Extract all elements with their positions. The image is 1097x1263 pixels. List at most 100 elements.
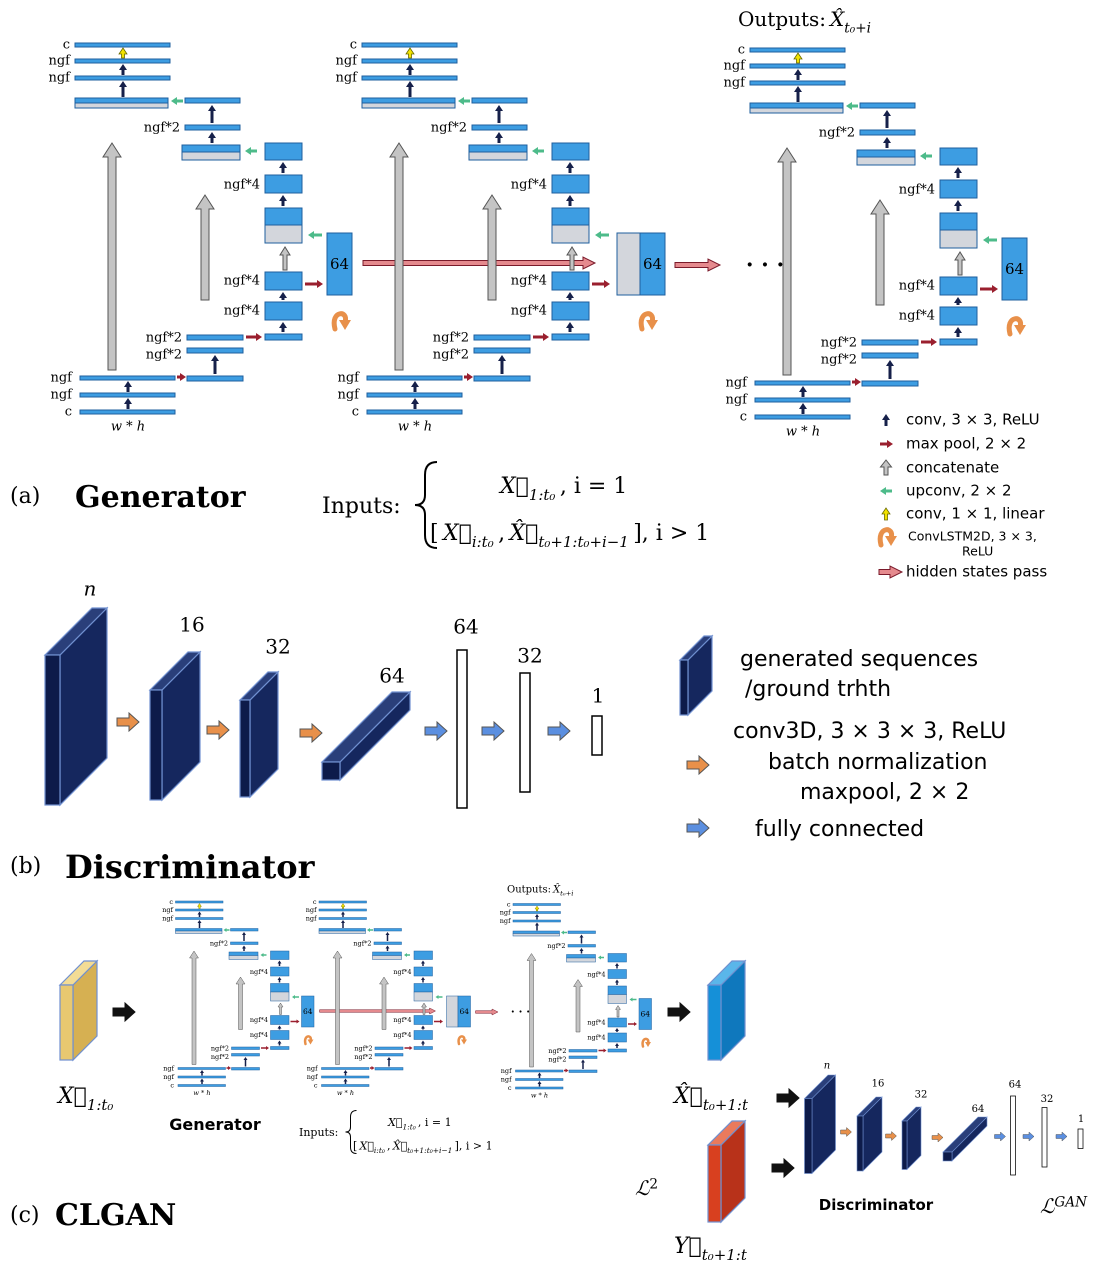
bar	[512, 911, 561, 914]
math-part: ], i > 1	[633, 521, 709, 546]
math-part: [	[430, 521, 439, 546]
conv-arrow	[495, 132, 503, 143]
maxpool-arrow	[598, 1048, 607, 1053]
volume	[320, 690, 412, 782]
front-face	[59, 984, 74, 1061]
volume	[238, 670, 280, 799]
block	[264, 174, 303, 194]
math-part: Outputs:	[507, 885, 551, 896]
front-face	[679, 659, 689, 716]
conv-arrow	[799, 386, 807, 397]
bar	[318, 908, 367, 912]
concat-arrow	[615, 1005, 621, 1018]
block	[184, 124, 241, 131]
convlstm-arrow-head	[1014, 325, 1026, 335]
label: ngf*4	[899, 309, 935, 324]
block	[413, 991, 433, 1002]
bar	[318, 900, 367, 904]
bar	[861, 339, 919, 346]
conv-arrow	[343, 1070, 348, 1076]
maxpool-arrow	[370, 1066, 375, 1070]
panel-title: Discriminator	[65, 848, 316, 886]
flow-arrow	[667, 1001, 691, 1023]
block	[228, 951, 259, 956]
conv-arrow	[881, 507, 891, 521]
concat-arrow	[379, 976, 389, 1030]
block	[270, 1046, 290, 1050]
label: ngf*4	[250, 1031, 268, 1039]
label: ngf*2	[211, 1053, 229, 1061]
flow-arrow	[840, 1126, 852, 1138]
block	[373, 941, 402, 945]
panel-label: (b)	[10, 854, 41, 879]
conv-arrow	[343, 1078, 348, 1084]
block	[181, 151, 241, 161]
conv-arrow	[882, 414, 890, 426]
input-case: [X⃗i:t₀, X̂⃗t₀+1:t₀+i−1], i > 1	[353, 1139, 493, 1155]
conv-arrow	[421, 1040, 425, 1046]
label: ngf	[162, 915, 173, 923]
prediction-label: X̂⃗t₀+1:t	[672, 1083, 749, 1114]
block	[264, 271, 303, 291]
math-part: X⃗	[441, 521, 472, 546]
block	[551, 207, 590, 226]
math-part: t₀+1:t	[703, 1096, 749, 1114]
maxpool-arrow	[921, 338, 937, 346]
conv-arrow	[535, 922, 539, 931]
dense-layer	[1041, 1107, 1048, 1168]
block	[607, 953, 627, 963]
flow-arrow	[686, 754, 710, 776]
label: ngf*2	[548, 1056, 566, 1064]
block	[301, 995, 315, 1028]
label: ngf	[50, 371, 73, 386]
block	[1001, 237, 1028, 301]
brace	[414, 461, 438, 549]
bar	[366, 375, 463, 381]
concat-arrow	[389, 142, 409, 371]
upconv-arrow	[532, 147, 544, 155]
label: ngf	[501, 1076, 512, 1084]
bar	[361, 58, 458, 64]
conv-arrow	[615, 963, 619, 969]
block	[228, 955, 259, 960]
label: w * h	[398, 420, 432, 435]
block	[264, 333, 303, 341]
concat-arrow	[879, 459, 893, 476]
flow-arrow	[1055, 1131, 1068, 1142]
bar	[361, 42, 458, 48]
label: ngf*2	[433, 331, 469, 346]
conv-arrow	[535, 914, 539, 920]
label: ngf*4	[224, 274, 260, 289]
flow-arrow	[481, 720, 505, 742]
conv-arrow	[883, 110, 891, 128]
convlstm-arrow-head	[646, 320, 658, 330]
input-case: X⃗1:t₀, i = 1	[498, 474, 627, 504]
label: conv3D, 3 × 3 × 3, ReLU	[733, 719, 1006, 744]
math-part: X⃗	[56, 1084, 87, 1109]
conv-arrow	[566, 292, 574, 300]
math-part: X̂⃗	[672, 1083, 703, 1109]
label: c	[63, 38, 70, 53]
label: ngf*4	[393, 1031, 411, 1039]
bar	[177, 1067, 226, 1070]
block	[184, 97, 241, 104]
front-face	[856, 1115, 864, 1172]
label: ngf	[163, 1065, 174, 1073]
maxpool-arrow	[404, 1046, 413, 1050]
front-face	[942, 1151, 953, 1162]
flow-arrow	[299, 722, 323, 744]
front-face	[239, 699, 251, 798]
math-part: Y⃗	[674, 1234, 702, 1259]
concat-arrow	[195, 194, 215, 301]
hidden-state-arrow	[674, 258, 722, 272]
block	[361, 97, 456, 104]
label: ngf	[163, 1073, 174, 1081]
label: ngf*2	[211, 1045, 229, 1053]
block	[413, 983, 433, 993]
maxpool-arrow	[592, 280, 610, 288]
label: ngf	[723, 59, 746, 74]
conv-arrow	[385, 945, 390, 951]
block	[264, 207, 303, 226]
label: ngf	[500, 917, 511, 925]
